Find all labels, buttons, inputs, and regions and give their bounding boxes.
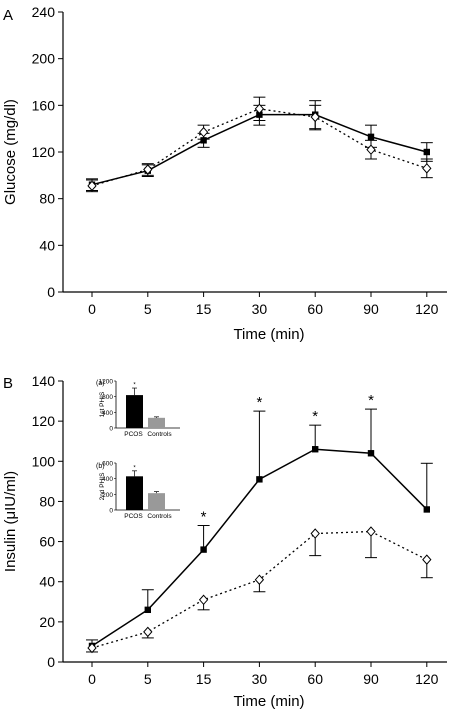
x-tick-label: 60 bbox=[307, 301, 323, 317]
inset-chart-b: (b) 0 200 400 600 2nd PHIS * PCOS Controls bbox=[96, 461, 180, 520]
significance-star: * bbox=[256, 394, 262, 411]
data-point bbox=[310, 528, 320, 539]
inset-y-tick-label: 800 bbox=[102, 394, 113, 401]
y-tick-label: 60 bbox=[39, 534, 55, 550]
y-tick-label: 140 bbox=[32, 373, 56, 389]
data-point bbox=[367, 133, 375, 141]
data-point bbox=[367, 450, 375, 457]
inset-bar-pcos bbox=[126, 476, 143, 510]
inset-bar-controls bbox=[148, 493, 165, 510]
data-point bbox=[200, 137, 207, 144]
inset-category-label: Controls bbox=[147, 513, 172, 520]
data-point bbox=[198, 126, 209, 138]
inset-bar-pcos bbox=[126, 395, 143, 428]
y-axis-label: Insulin (μIU/ml) bbox=[2, 471, 19, 572]
series-controls bbox=[86, 526, 433, 654]
inset-y-tick-label: 0 bbox=[109, 426, 113, 433]
inset-y-tick-label: 1200 bbox=[99, 379, 114, 386]
x-tick-label: 120 bbox=[415, 671, 439, 687]
y-tick-label: 200 bbox=[32, 51, 56, 67]
data-point bbox=[87, 180, 97, 192]
data-point bbox=[143, 626, 153, 638]
inset-category-label: PCOS bbox=[124, 513, 143, 520]
significance-star: * bbox=[312, 408, 318, 425]
panel-letter: A bbox=[3, 7, 13, 24]
data-point bbox=[310, 111, 320, 123]
data-point bbox=[200, 546, 207, 553]
x-axis-label: Time (min) bbox=[233, 693, 304, 710]
data-point bbox=[144, 606, 151, 614]
y-tick-label: 0 bbox=[47, 284, 55, 300]
y-tick-label: 120 bbox=[32, 144, 56, 160]
y-tick-label: 80 bbox=[39, 191, 55, 207]
x-axis-label: Time (min) bbox=[233, 326, 304, 343]
y-tick-label: 20 bbox=[39, 614, 55, 630]
data-point bbox=[312, 446, 319, 453]
inset-significance-star: * bbox=[133, 383, 136, 389]
y-tick-label: 100 bbox=[32, 453, 56, 469]
x-tick-label: 60 bbox=[307, 671, 323, 687]
x-tick-label: 0 bbox=[88, 301, 96, 317]
x-tick-label: 90 bbox=[363, 671, 379, 687]
data-point bbox=[422, 163, 432, 174]
data-point bbox=[366, 526, 376, 537]
y-tick-label: 160 bbox=[32, 97, 56, 113]
inset-y-tick-label: 400 bbox=[102, 476, 113, 483]
y-tick-label: 120 bbox=[32, 413, 56, 429]
series-pcos bbox=[86, 408, 433, 650]
series-controls bbox=[86, 96, 433, 193]
y-tick-label: 0 bbox=[47, 654, 55, 670]
x-tick-label: 120 bbox=[415, 301, 439, 317]
x-tick-label: 15 bbox=[196, 301, 212, 317]
data-point bbox=[256, 476, 263, 483]
inset-y-tick-label: 0 bbox=[109, 508, 113, 515]
inset-label: (b) bbox=[96, 463, 105, 470]
y-tick-label: 80 bbox=[39, 493, 55, 509]
inset-category-label: Controls bbox=[147, 431, 172, 438]
inset-label: (a) bbox=[96, 380, 105, 387]
inset-chart-a: (a) 0 400 800 1200 1st PHIS * PCOS Controls bbox=[96, 379, 180, 438]
data-point bbox=[422, 554, 432, 565]
data-point bbox=[198, 594, 209, 606]
data-point bbox=[254, 103, 265, 115]
y-tick-label: 40 bbox=[39, 574, 55, 590]
significance-star: * bbox=[201, 509, 207, 526]
x-tick-label: 0 bbox=[88, 671, 96, 687]
data-point bbox=[254, 574, 265, 585]
data-point bbox=[87, 642, 97, 654]
inset-y-tick-label: 200 bbox=[102, 492, 113, 499]
x-tick-label: 90 bbox=[363, 301, 379, 317]
x-tick-label: 5 bbox=[144, 671, 152, 687]
data-point bbox=[423, 506, 430, 513]
x-tick-label: 5 bbox=[144, 301, 152, 317]
panel-letter: B bbox=[3, 375, 13, 392]
inset-y-axis-label: 2nd PHIS bbox=[99, 472, 106, 500]
y-tick-label: 240 bbox=[32, 4, 56, 20]
y-axis-label: Glucose (mg/dl) bbox=[2, 99, 19, 205]
inset-y-axis-label: 1st PHIS bbox=[99, 391, 106, 417]
data-point bbox=[366, 144, 376, 155]
x-tick-label: 30 bbox=[252, 301, 268, 317]
data-point bbox=[423, 148, 430, 156]
data-point bbox=[143, 164, 153, 175]
x-tick-label: 15 bbox=[196, 671, 212, 687]
inset-y-tick-label: 600 bbox=[102, 461, 113, 468]
inset-bar-controls bbox=[148, 417, 165, 428]
inset-significance-star: * bbox=[133, 465, 136, 471]
x-tick-label: 30 bbox=[252, 671, 268, 687]
inset-y-tick-label: 400 bbox=[102, 410, 113, 417]
y-tick-label: 40 bbox=[39, 237, 55, 253]
significance-star: * bbox=[368, 392, 374, 409]
inset-category-label: PCOS bbox=[124, 431, 143, 438]
